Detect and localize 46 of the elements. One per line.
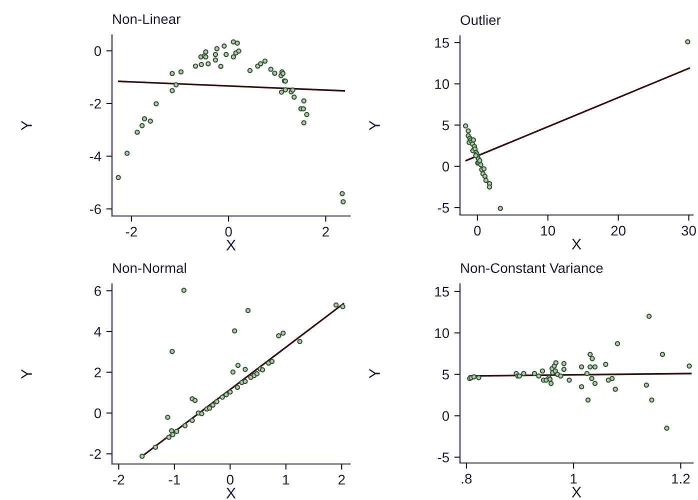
y-tick-label: 2 xyxy=(94,368,101,378)
x-tick-label: 10 xyxy=(541,226,556,236)
chart-title: Non-Constant Variance xyxy=(461,262,603,274)
chart-title: Non-Linear xyxy=(113,14,180,24)
y-tick-label: 0 xyxy=(94,46,102,56)
x-tick-label: 0 xyxy=(474,226,481,236)
x-tick-label: 1.2 xyxy=(672,474,690,484)
y-tick-label: 10 xyxy=(435,79,450,90)
y-tick-label: 15 xyxy=(435,38,450,48)
x-tick-label: 2 xyxy=(338,474,345,484)
y-tick-label: 10 xyxy=(435,328,450,338)
y-axis-title: Y xyxy=(369,368,380,378)
x-tick-label: 1 xyxy=(283,474,290,484)
x-tick-label: 2 xyxy=(322,226,329,236)
y-tick-label: -4 xyxy=(90,152,102,162)
y-axis-title: Y xyxy=(369,120,380,130)
y-tick-label: 6 xyxy=(94,286,101,296)
x-tick-label: 30 xyxy=(682,226,696,236)
y-tick-label: -6 xyxy=(90,204,101,214)
x-tick-label: 0 xyxy=(226,474,234,485)
x-axis-title: X xyxy=(226,488,236,498)
y-tick-label: 15 xyxy=(435,286,450,297)
y-tick-label: 0 xyxy=(94,408,102,418)
x-tick-label: -2 xyxy=(126,226,137,236)
x-axis-title: X xyxy=(226,240,236,250)
x-tick-label: 20 xyxy=(611,226,626,236)
x-tick-label: .8 xyxy=(462,474,472,484)
x-tick-label: -2 xyxy=(113,474,124,484)
x-tick-label: 1 xyxy=(570,474,577,484)
y-tick-label: -2 xyxy=(90,449,101,459)
y-tick-label: 5 xyxy=(442,120,449,130)
chart-title: Outlier xyxy=(460,14,501,26)
y-tick-label: -2 xyxy=(90,98,101,109)
x-tick-label: 0 xyxy=(225,226,232,237)
y-axis-title: Y xyxy=(21,120,32,130)
chart-title: Non-Normal xyxy=(113,262,186,274)
y-tick-label: 4 xyxy=(94,326,102,337)
y-tick-label: -5 xyxy=(438,203,449,213)
x-tick-label: -1 xyxy=(168,474,180,484)
y-axis-title: Y xyxy=(21,369,32,379)
x-axis-title: X xyxy=(572,238,582,250)
y-tick-label: -5 xyxy=(438,452,449,462)
y-tick-label: 0 xyxy=(442,411,450,421)
y-tick-label: 0 xyxy=(442,162,450,172)
y-tick-label: 5 xyxy=(442,370,449,380)
x-axis-title: X xyxy=(572,486,582,498)
